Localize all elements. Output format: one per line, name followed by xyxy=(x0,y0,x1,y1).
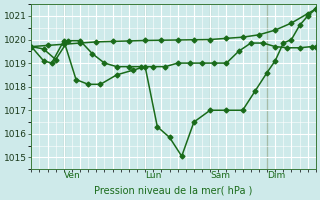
Text: Ven: Ven xyxy=(64,171,81,180)
Text: Lun: Lun xyxy=(145,171,162,180)
X-axis label: Pression niveau de la mer( hPa ): Pression niveau de la mer( hPa ) xyxy=(94,186,253,196)
Text: Sam: Sam xyxy=(210,171,230,180)
Text: Dim: Dim xyxy=(267,171,285,180)
